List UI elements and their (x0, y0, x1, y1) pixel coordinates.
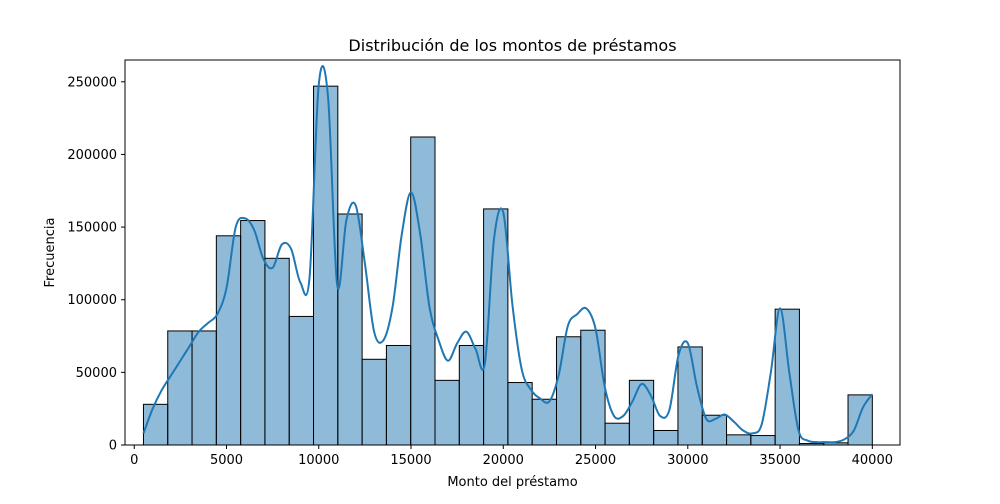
axes-frame (124, 59, 901, 446)
x-tick-label: 10000 (298, 453, 339, 468)
y-axis-label: Frecuencia (43, 218, 58, 288)
histogram-bars (142, 85, 873, 446)
x-tick-label: 0 (130, 453, 138, 468)
x-tick-label: 20000 (483, 453, 524, 468)
histogram-bar (337, 213, 363, 446)
histogram-bar (726, 434, 752, 446)
histogram-bar (215, 235, 242, 446)
histogram-bar (531, 398, 557, 446)
kde-line (142, 65, 874, 444)
x-tick-label: 5000 (210, 453, 243, 468)
histogram-bar (434, 379, 460, 446)
histogram-bar (313, 85, 339, 446)
x-axis-label: Monto del préstamo (447, 475, 577, 490)
histogram-bar (653, 429, 679, 446)
histogram-bar (580, 329, 606, 446)
y-tick-label: 100000 (67, 293, 117, 308)
histogram-bar (847, 394, 873, 446)
y-axis-ticks: 0 50000 100000 150000 200000 250000 (67, 75, 125, 454)
histogram-bar (507, 382, 533, 446)
x-tick-label: 30000 (667, 453, 708, 468)
x-tick-label: 25000 (575, 453, 616, 468)
histogram-bar (361, 358, 387, 446)
x-tick-label: 40000 (852, 453, 893, 468)
histogram-bar (264, 257, 290, 446)
histogram-bar (774, 308, 800, 446)
histogram-bar (191, 330, 217, 446)
histogram-bar (750, 435, 776, 446)
chart-title: Distribución de los montos de préstamos (348, 36, 676, 55)
y-tick-label: 200000 (67, 148, 117, 163)
y-tick-label: 50000 (76, 366, 117, 381)
histogram-bar (628, 379, 655, 446)
x-tick-label: 15000 (390, 453, 431, 468)
histogram-bar (410, 136, 436, 446)
histogram-bar (555, 336, 582, 446)
histogram-bar (288, 315, 315, 446)
histogram-bar (604, 422, 630, 446)
y-tick-label: 0 (109, 439, 117, 454)
y-tick-label: 150000 (67, 221, 117, 236)
y-tick-label: 250000 (67, 75, 117, 90)
x-tick-label: 35000 (759, 453, 800, 468)
x-axis-ticks: 0 5000 10000 15000 20000 25000 30000 35000 40000 (130, 445, 893, 468)
histogram-bar (385, 344, 412, 446)
